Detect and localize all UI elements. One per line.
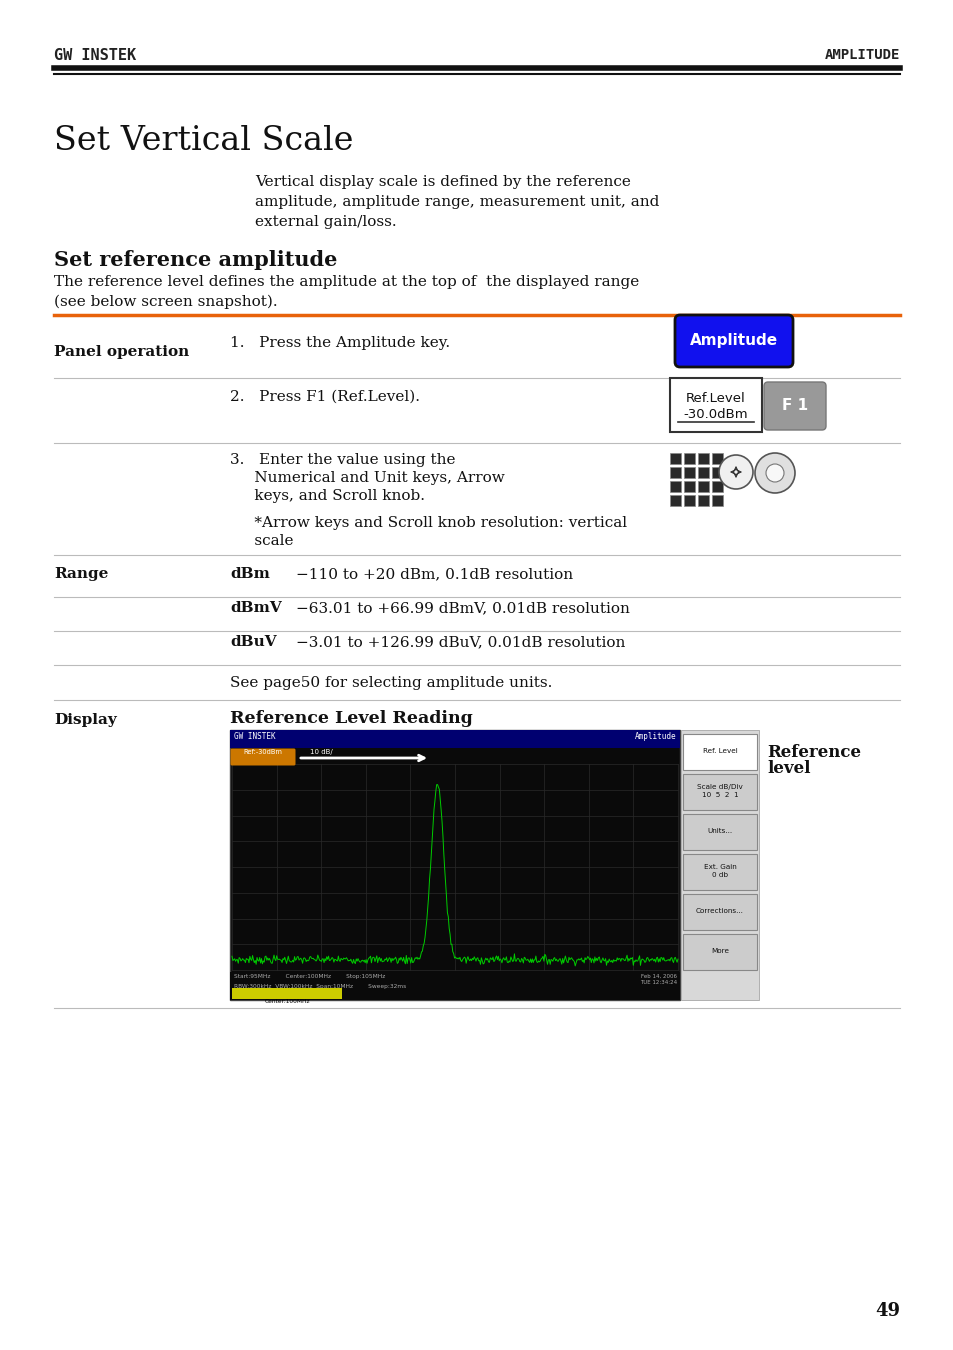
Text: scale: scale: [230, 535, 294, 548]
Bar: [682, 934, 757, 971]
Bar: [230, 972, 679, 1000]
Bar: [698, 495, 708, 506]
Text: See page50 for selecting amplitude units.: See page50 for selecting amplitude units…: [230, 676, 552, 690]
Bar: [711, 495, 722, 506]
Bar: [683, 467, 695, 478]
Bar: [698, 467, 708, 478]
Bar: [698, 481, 708, 491]
Text: More: More: [710, 948, 728, 954]
Text: dBuV: dBuV: [230, 634, 276, 649]
Text: 2.   Press F1 (Ref.Level).: 2. Press F1 (Ref.Level).: [230, 390, 419, 404]
Bar: [683, 481, 695, 491]
Text: 10 dB/: 10 dB/: [310, 749, 333, 755]
Bar: [711, 454, 722, 464]
Text: Ref:-30dBm: Ref:-30dBm: [243, 749, 282, 755]
Circle shape: [719, 455, 752, 489]
Text: Reference: Reference: [766, 744, 861, 761]
Bar: [669, 467, 680, 478]
Text: The reference level defines the amplitude at the top of  the displayed range: The reference level defines the amplitud…: [54, 275, 639, 289]
Text: Ext. Gain
0 db: Ext. Gain 0 db: [703, 864, 736, 878]
Text: Display: Display: [54, 713, 116, 728]
Bar: [669, 481, 680, 491]
Text: Set reference amplitude: Set reference amplitude: [54, 250, 337, 270]
Text: GW INSTEK: GW INSTEK: [233, 732, 275, 741]
Text: 49: 49: [874, 1301, 899, 1320]
Text: Range: Range: [54, 567, 109, 580]
Text: (see below screen snapshot).: (see below screen snapshot).: [54, 296, 277, 309]
Bar: [698, 454, 708, 464]
Text: −110 to +20 dBm, 0.1dB resolution: −110 to +20 dBm, 0.1dB resolution: [295, 567, 573, 580]
Bar: [669, 495, 680, 506]
FancyBboxPatch shape: [675, 315, 792, 367]
Text: Scale dB/Div
10  5  2  1: Scale dB/Div 10 5 2 1: [697, 784, 742, 798]
Text: level: level: [766, 760, 810, 778]
Text: Reference Level Reading: Reference Level Reading: [230, 710, 473, 728]
Bar: [711, 481, 722, 491]
Bar: [230, 730, 679, 748]
FancyBboxPatch shape: [763, 382, 825, 431]
Bar: [230, 730, 679, 1000]
Text: Amplitude: Amplitude: [689, 332, 778, 347]
Text: Feb 14, 2006
TUE 12:34:24: Feb 14, 2006 TUE 12:34:24: [639, 973, 677, 985]
Text: Ref. Level: Ref. Level: [702, 748, 737, 755]
Bar: [669, 454, 680, 464]
Bar: [711, 467, 722, 478]
Bar: [232, 988, 341, 999]
Text: Center:100MHz: Center:100MHz: [264, 999, 310, 1004]
Text: Set Vertical Scale: Set Vertical Scale: [54, 126, 354, 157]
Text: Ref.Level: Ref.Level: [685, 392, 745, 405]
Text: 1.   Press the Amplitude key.: 1. Press the Amplitude key.: [230, 336, 450, 350]
Bar: [682, 774, 757, 810]
Text: Amplitude: Amplitude: [634, 732, 676, 741]
Text: *Arrow keys and Scroll knob resolution: vertical: *Arrow keys and Scroll knob resolution: …: [230, 516, 626, 531]
Text: −3.01 to +126.99 dBuV, 0.01dB resolution: −3.01 to +126.99 dBuV, 0.01dB resolution: [295, 634, 625, 649]
Text: Corrections...: Corrections...: [696, 909, 743, 914]
Bar: [682, 734, 757, 770]
FancyBboxPatch shape: [231, 748, 295, 765]
Text: dBm: dBm: [230, 567, 270, 580]
Text: -30.0dBm: -30.0dBm: [683, 408, 747, 421]
Text: Numerical and Unit keys, Arrow: Numerical and Unit keys, Arrow: [230, 471, 504, 485]
Text: Units...: Units...: [707, 828, 732, 834]
Circle shape: [754, 454, 794, 493]
Text: AMPLITUDE: AMPLITUDE: [823, 49, 899, 62]
Text: RBW:300kHz  VBW:100kHz  Span:10MHz        Sweep:32ms: RBW:300kHz VBW:100kHz Span:10MHz Sweep:3…: [233, 984, 406, 990]
Text: F 1: F 1: [781, 398, 807, 413]
Bar: [682, 855, 757, 890]
Text: keys, and Scroll knob.: keys, and Scroll knob.: [230, 489, 424, 504]
Text: dBmV: dBmV: [230, 601, 281, 616]
Text: −63.01 to +66.99 dBmV, 0.01dB resolution: −63.01 to +66.99 dBmV, 0.01dB resolution: [295, 601, 629, 616]
Text: Vertical display scale is defined by the reference
amplitude, amplitude range, m: Vertical display scale is defined by the…: [254, 176, 659, 230]
Bar: [683, 495, 695, 506]
Bar: [680, 730, 759, 1000]
FancyBboxPatch shape: [669, 378, 761, 432]
Bar: [682, 894, 757, 930]
Text: GW INSTEK: GW INSTEK: [54, 47, 136, 62]
Bar: [682, 814, 757, 850]
Circle shape: [765, 464, 783, 482]
Text: Panel operation: Panel operation: [54, 346, 189, 359]
Bar: [683, 454, 695, 464]
Text: Start:95MHz        Center:100MHz        Stop:105MHz: Start:95MHz Center:100MHz Stop:105MHz: [233, 973, 385, 979]
Text: 3.   Enter the value using the: 3. Enter the value using the: [230, 454, 455, 467]
